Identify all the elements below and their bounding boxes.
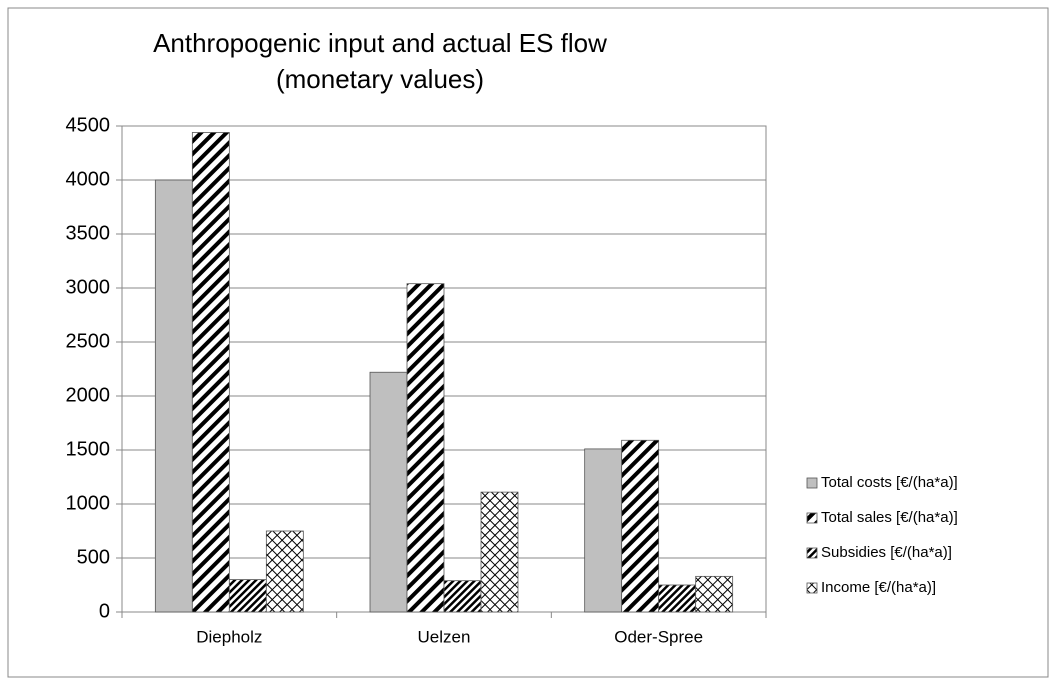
y-tick-label: 500: [77, 546, 110, 568]
legend-swatch: [806, 512, 818, 524]
y-tick-label: 2000: [66, 384, 111, 406]
bar: [695, 575, 734, 613]
y-tick-label: 3000: [66, 276, 111, 298]
bar: [369, 371, 408, 613]
legend-swatch: [806, 477, 818, 489]
bar: [584, 448, 623, 613]
x-tick-label: Uelzen: [418, 627, 471, 646]
legend-swatch: [806, 547, 818, 559]
bar: [191, 132, 230, 613]
bar: [228, 579, 267, 613]
y-tick-label: 4500: [66, 114, 111, 136]
legend-label: Total sales [€/(ha*a)]: [821, 509, 958, 526]
bar: [406, 283, 445, 613]
legend-label: Subsidies [€/(ha*a)]: [821, 544, 952, 561]
y-tick-label: 4000: [66, 168, 111, 190]
legend-swatch: [806, 582, 818, 594]
y-tick-label: 2500: [66, 330, 111, 352]
y-tick-label: 3500: [66, 222, 111, 244]
bar: [480, 491, 519, 613]
bar: [154, 179, 193, 613]
chart-border: [7, 7, 1049, 678]
x-tick-label: Diepholz: [196, 627, 262, 646]
legend-label: Income [€/(ha*a)]: [821, 579, 936, 596]
legend-label: Total costs [€/(ha*a)]: [821, 474, 958, 491]
bar: [443, 580, 482, 613]
bar: [621, 439, 660, 613]
y-tick-label: 0: [99, 600, 110, 622]
x-tick-label: Oder-Spree: [614, 627, 703, 646]
chart-title: Anthropogenic input and actual ES flow: [153, 28, 607, 58]
chart-title: (monetary values): [276, 64, 484, 94]
bar: [658, 584, 697, 613]
y-tick-label: 1000: [66, 492, 111, 514]
bar: [265, 530, 304, 613]
y-tick-label: 1500: [66, 438, 111, 460]
